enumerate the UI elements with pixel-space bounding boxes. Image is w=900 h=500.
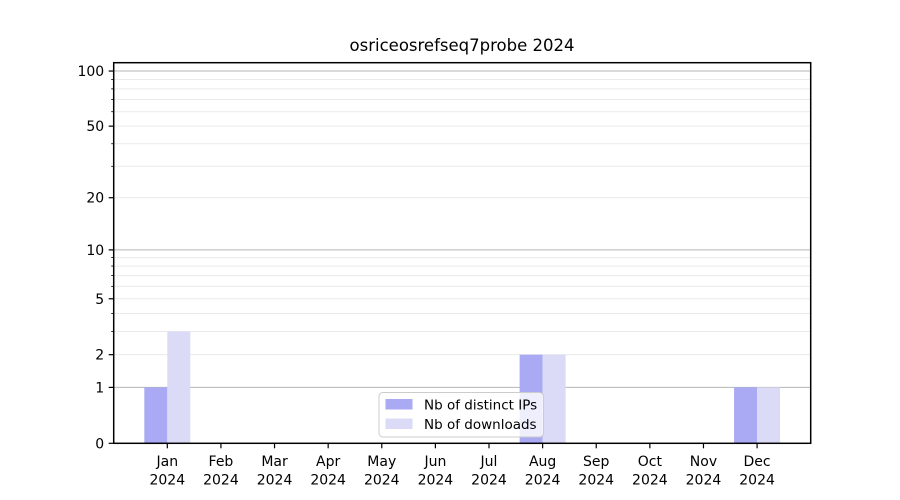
y-tick-label: 0: [95, 436, 104, 452]
x-tick-label-year: 2024: [686, 473, 722, 489]
y-tick-label: 2: [95, 348, 104, 364]
gridlines-layer: [113, 70, 811, 388]
legend-label-downloads: Nb of downloads: [424, 417, 537, 433]
plot-area-border: [112, 61, 812, 445]
y-tick-label: 50: [86, 119, 104, 135]
x-tick-label-year: 2024: [525, 473, 561, 489]
bar-nb-of-downloads-aug: [542, 354, 566, 444]
legend-swatch-downloads: [385, 418, 413, 429]
x-tick-label-month: Feb: [209, 454, 234, 470]
x-tick-label-month: Jul: [480, 454, 498, 470]
x-tick-label-month: Nov: [690, 454, 717, 470]
x-tick-label-year: 2024: [257, 473, 293, 489]
legend-box: [378, 392, 544, 438]
x-tick-label-month: Apr: [316, 454, 340, 470]
x-tick-label-year: 2024: [739, 473, 775, 489]
x-tick-label-year: 2024: [364, 473, 400, 489]
y-tick-label: 5: [95, 292, 104, 308]
y-tick-label: 1: [95, 380, 104, 396]
chart-title: osriceosrefseq7probe 2024: [350, 36, 575, 55]
x-tick-label-month: Mar: [261, 454, 288, 470]
x-tick-label-month: Dec: [744, 454, 771, 470]
x-tick-label-year: 2024: [310, 473, 346, 489]
x-tick-label-month: Jun: [423, 454, 446, 470]
x-tick-label-month: Sep: [583, 454, 610, 470]
x-tick-label-year: 2024: [149, 473, 185, 489]
x-tick-label-month: Jan: [156, 454, 179, 470]
axis-ticks-layer: [108, 70, 758, 449]
y-tick-label: 100: [77, 64, 104, 80]
x-tick-label-month: May: [367, 454, 396, 470]
x-tick-label-year: 2024: [471, 473, 507, 489]
x-tick-label-year: 2024: [418, 473, 454, 489]
x-tick-label-year: 2024: [203, 473, 239, 489]
y-tick-label: 20: [86, 191, 104, 207]
legend-label-distinct-ips: Nb of distinct IPs: [424, 398, 537, 414]
x-tick-label-month: Oct: [638, 454, 663, 470]
bar-nb-of-distinct-ips-dec: [734, 387, 758, 444]
x-tick-label-year: 2024: [632, 473, 668, 489]
x-tick-label-month: Aug: [529, 454, 556, 470]
bar-nb-of-downloads-jan: [167, 331, 191, 444]
x-tick-label-year: 2024: [578, 473, 614, 489]
legend-swatch-distinct-ips: [385, 399, 413, 410]
bar-nb-of-distinct-ips-jan: [144, 387, 168, 444]
legend: Nb of distinct IPs Nb of downloads: [378, 392, 544, 438]
y-tick-label: 10: [86, 243, 104, 259]
axis-labels-layer: 0 1 2 5 10 20 50 100 Jan 2024 Feb 2024 Mar 2024 Apr 202…: [77, 64, 775, 488]
bar-nb-of-downloads-dec: [757, 387, 781, 444]
